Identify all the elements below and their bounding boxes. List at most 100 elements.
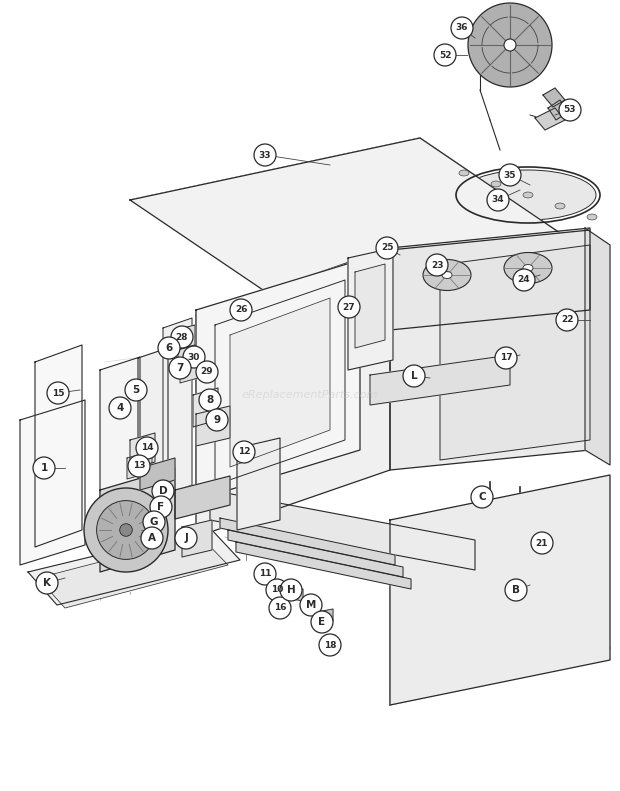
Text: 22: 22 [560,316,574,324]
Text: 23: 23 [431,260,443,270]
Ellipse shape [491,181,501,187]
Circle shape [84,488,168,572]
Text: B: B [512,585,520,595]
Text: 9: 9 [213,415,221,425]
Text: eReplacementParts.com: eReplacementParts.com [242,391,378,400]
Polygon shape [543,88,565,107]
Circle shape [254,563,276,585]
Polygon shape [175,325,195,350]
Polygon shape [390,230,590,330]
Circle shape [136,437,158,459]
Text: 35: 35 [503,171,516,180]
Text: 10: 10 [271,585,283,595]
Circle shape [513,269,535,291]
Circle shape [495,347,517,369]
Circle shape [125,379,147,401]
Ellipse shape [587,214,597,220]
Circle shape [175,527,197,549]
Polygon shape [535,108,565,130]
Circle shape [338,296,360,318]
Circle shape [150,496,172,518]
Ellipse shape [504,252,552,283]
Text: H: H [286,585,295,595]
Polygon shape [38,536,228,608]
Text: 33: 33 [259,150,272,160]
Circle shape [311,611,333,633]
Polygon shape [230,298,330,467]
Text: 17: 17 [500,354,512,362]
Text: F: F [157,502,164,512]
Text: 18: 18 [324,641,336,649]
Polygon shape [302,599,318,611]
Ellipse shape [442,271,452,278]
Polygon shape [317,609,333,621]
Circle shape [158,337,180,359]
Circle shape [531,532,553,554]
Circle shape [171,326,193,348]
Text: D: D [159,486,167,496]
Polygon shape [28,528,240,605]
Text: K: K [43,578,51,588]
Text: L: L [410,371,417,381]
Polygon shape [130,433,155,469]
Circle shape [47,382,69,404]
Polygon shape [370,355,510,405]
Text: 5: 5 [133,385,140,395]
Polygon shape [390,475,610,705]
Circle shape [254,144,276,166]
Polygon shape [196,248,390,537]
Text: 14: 14 [141,444,153,452]
Text: 1: 1 [40,463,48,473]
Polygon shape [130,138,585,315]
Text: G: G [150,517,158,527]
Text: 36: 36 [456,24,468,32]
Circle shape [468,3,552,87]
Text: 4: 4 [117,403,123,413]
Polygon shape [237,438,280,530]
Text: 52: 52 [439,51,451,59]
Circle shape [487,189,509,211]
Ellipse shape [459,170,469,176]
Text: A: A [148,533,156,543]
Circle shape [141,527,163,549]
Text: 16: 16 [274,604,286,612]
Text: 27: 27 [343,302,355,312]
Polygon shape [175,476,230,519]
Polygon shape [180,361,198,383]
Circle shape [319,634,341,656]
Polygon shape [35,345,82,547]
Polygon shape [140,458,175,490]
Circle shape [230,299,252,321]
Polygon shape [236,542,411,589]
Circle shape [559,99,581,121]
Polygon shape [100,468,175,572]
Circle shape [109,397,131,419]
Polygon shape [210,490,475,570]
Circle shape [266,579,288,601]
Circle shape [451,17,473,39]
Circle shape [128,455,150,477]
Polygon shape [287,589,303,601]
Text: C: C [478,492,486,502]
Circle shape [505,579,527,601]
Text: 28: 28 [175,332,188,342]
Polygon shape [127,451,152,479]
Text: 53: 53 [564,105,576,115]
Polygon shape [585,228,610,465]
Polygon shape [196,260,360,500]
Text: 11: 11 [259,570,272,578]
Polygon shape [100,357,140,493]
Circle shape [36,572,58,594]
Circle shape [97,501,156,559]
Text: 24: 24 [518,275,530,285]
Ellipse shape [555,203,565,209]
Circle shape [120,524,132,536]
Circle shape [233,441,255,463]
Circle shape [300,594,322,616]
Circle shape [403,365,425,387]
Circle shape [269,597,291,619]
Text: 8: 8 [206,395,214,405]
Circle shape [499,164,521,186]
Circle shape [376,237,398,259]
Ellipse shape [523,264,533,271]
